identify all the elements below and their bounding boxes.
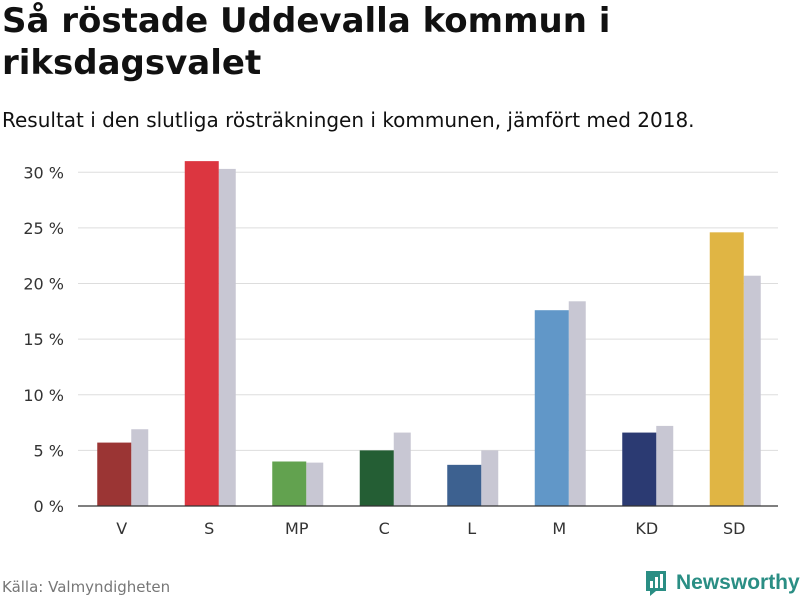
bar-2018-v — [131, 429, 149, 506]
bar-2022-s — [184, 161, 219, 506]
y-tick-label: 10 % — [23, 386, 64, 405]
bar-2022-c — [359, 450, 394, 506]
bar-2022-m — [534, 310, 569, 506]
axes: 0 % 5 % 10 % 15 % 20 % 25 % 30 % V S MP C L M KD SD — [23, 163, 778, 538]
bar-2018-m — [568, 301, 586, 506]
bar-2018-c — [393, 432, 411, 506]
bar-2022-mp — [272, 461, 307, 506]
x-tick-label: V — [116, 519, 127, 538]
y-tick-label: 15 % — [23, 330, 64, 349]
chart-title: Så röstade Uddevalla kommun i riksdagsva… — [2, 1, 611, 83]
grid-lines — [78, 171, 778, 451]
newsworthy-logo-icon — [646, 571, 666, 596]
x-tick-label: SD — [723, 519, 745, 538]
x-tick-label: C — [379, 519, 390, 538]
bar-2018-mp — [306, 462, 324, 506]
x-tick-label: KD — [635, 519, 658, 538]
brand-logo: Newsworthy — [644, 568, 800, 598]
bar-2018-sd — [743, 275, 761, 506]
bars — [97, 161, 761, 506]
bar-2022-sd — [709, 232, 744, 506]
y-tick-label: 5 % — [34, 441, 64, 460]
bar-2018-s — [218, 168, 236, 506]
source-note: Källa: Valmyndigheten — [2, 578, 171, 596]
bar-2018-l — [481, 450, 499, 506]
bar-2022-l — [447, 464, 482, 506]
y-tick-label: 0 % — [34, 497, 64, 516]
y-tick-label: 25 % — [23, 219, 64, 238]
brand-name: Newsworthy — [676, 571, 800, 594]
chart-subtitle: Resultat i den slutliga rösträkningen i … — [2, 108, 695, 132]
bar-2018-kd — [656, 425, 674, 506]
x-tick-label: M — [552, 519, 566, 538]
x-tick-label: L — [467, 519, 476, 538]
y-tick-label: 30 % — [23, 163, 64, 182]
y-tick-label: 20 % — [23, 275, 64, 294]
bar-chart: 0 % 5 % 10 % 15 % 20 % 25 % 30 % V S MP C L M KD SD — [23, 161, 778, 538]
bar-2022-v — [97, 442, 132, 506]
x-tick-label: S — [204, 519, 214, 538]
x-tick-label: MP — [285, 519, 309, 538]
bar-2022-kd — [622, 432, 657, 506]
